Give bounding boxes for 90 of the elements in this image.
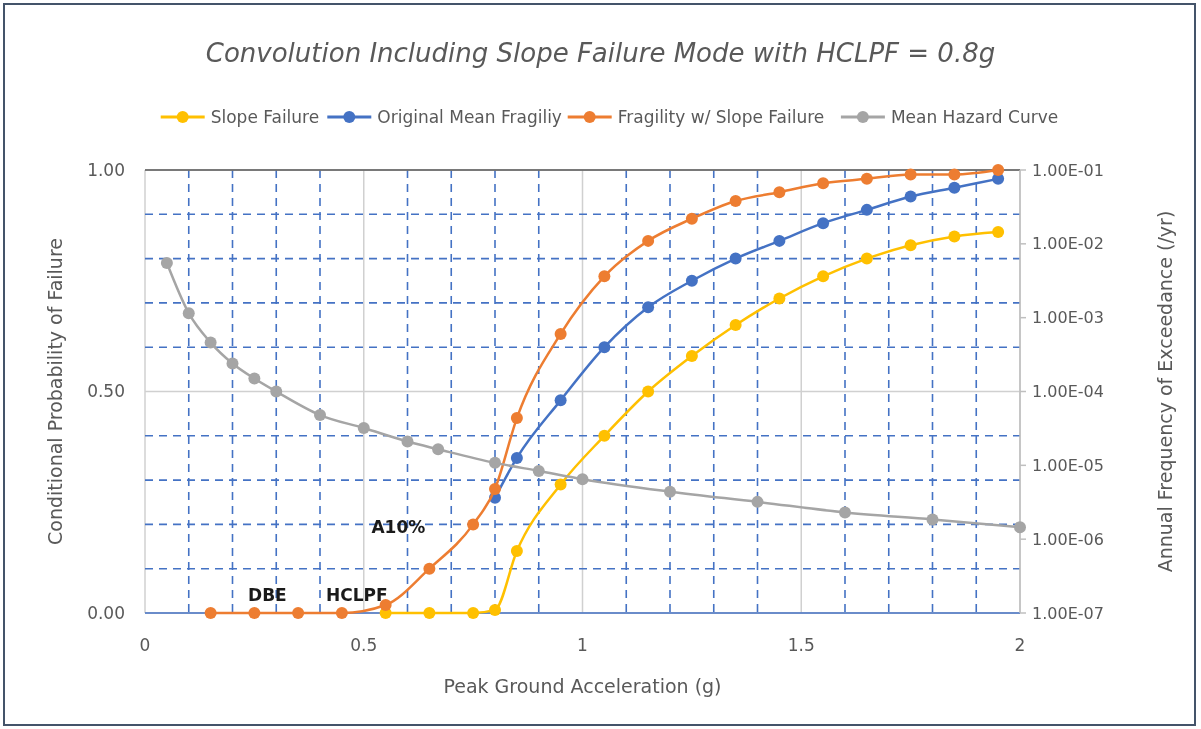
point (423, 562, 436, 575)
point (992, 226, 1005, 239)
point (598, 270, 611, 283)
legend-label: Slope Failure (210, 106, 320, 127)
point (510, 412, 523, 425)
x-tick-label: 0 (139, 635, 151, 655)
annotation: DBE (248, 584, 287, 605)
y2-tick-label: 1.00E-02 (1032, 234, 1104, 254)
point (948, 230, 961, 243)
legend-label: Original Mean Fragiliy (377, 106, 562, 127)
point (292, 607, 305, 619)
point (248, 607, 261, 619)
point (860, 203, 873, 216)
point (335, 607, 348, 619)
chart-title: Convolution Including Slope Failure Mode with HCLPF = 0.8g (205, 38, 996, 68)
point (467, 607, 480, 619)
x-axis-title: Peak Ground Acceleration (g) (443, 675, 722, 697)
point (467, 518, 480, 531)
point (773, 186, 786, 199)
point (510, 451, 523, 464)
y-axis-title: Conditional Probability of Failure (44, 238, 66, 545)
point (904, 239, 917, 252)
point (685, 350, 698, 363)
x-tick-label: 1.5 (787, 635, 815, 655)
y-tick-label: 0.50 (87, 381, 125, 402)
point (314, 409, 326, 422)
point (992, 164, 1005, 176)
point (554, 394, 567, 407)
point (554, 327, 567, 340)
point (554, 478, 567, 491)
point (751, 495, 764, 508)
point (642, 301, 655, 314)
annotation: HCLPF (326, 584, 388, 605)
y2-axis-title: Annual Frequency of Exceedance (/yr) (1154, 210, 1176, 573)
point (357, 422, 370, 435)
point (598, 429, 611, 442)
point (598, 341, 611, 354)
point (423, 607, 436, 619)
point (226, 357, 239, 370)
point (729, 252, 742, 265)
point (773, 234, 786, 247)
point (204, 607, 217, 619)
point (817, 177, 830, 190)
legend-label: Fragility w/ Slope Failure (617, 106, 825, 127)
y-tick-label: 1.00 (87, 159, 125, 180)
point (432, 443, 445, 456)
point (401, 435, 414, 448)
point (510, 544, 523, 557)
y2-tick-label: 1.00E-01 (1032, 160, 1104, 180)
y-tick-label: 0.00 (87, 602, 125, 623)
point (532, 464, 545, 477)
x-tick-label: 2 (1014, 635, 1026, 655)
point (664, 485, 676, 498)
point (379, 599, 392, 612)
point (685, 274, 698, 287)
point (160, 257, 173, 269)
y2-tick-label: 1.00E-06 (1032, 529, 1104, 549)
annotation: A10% (371, 516, 426, 537)
point (489, 482, 501, 495)
point (1014, 521, 1026, 534)
point (839, 506, 851, 519)
y2-tick-label: 1.00E-04 (1032, 382, 1104, 402)
point (860, 172, 873, 185)
point (489, 603, 501, 616)
point (270, 385, 283, 398)
point (248, 372, 261, 385)
point (817, 217, 830, 230)
point (904, 168, 917, 181)
point (773, 292, 786, 305)
point (204, 336, 217, 349)
point (642, 234, 655, 247)
y2-tick-label: 1.00E-05 (1032, 455, 1104, 475)
point (685, 212, 698, 225)
legend-label: Mean Hazard Curve (890, 106, 1059, 127)
point (860, 252, 873, 265)
x-tick-label: 0.5 (350, 635, 378, 655)
point (182, 307, 195, 320)
point (817, 270, 830, 283)
point (489, 456, 501, 469)
point (948, 168, 961, 181)
point (642, 385, 655, 398)
point (948, 181, 961, 194)
point (904, 190, 917, 203)
x-tick-label: 1 (577, 635, 588, 655)
y2-tick-label: 1.00E-07 (1032, 603, 1104, 623)
point (926, 513, 939, 526)
point (729, 319, 742, 332)
point (576, 473, 589, 486)
y2-tick-label: 1.00E-03 (1032, 308, 1104, 328)
point (729, 195, 742, 208)
